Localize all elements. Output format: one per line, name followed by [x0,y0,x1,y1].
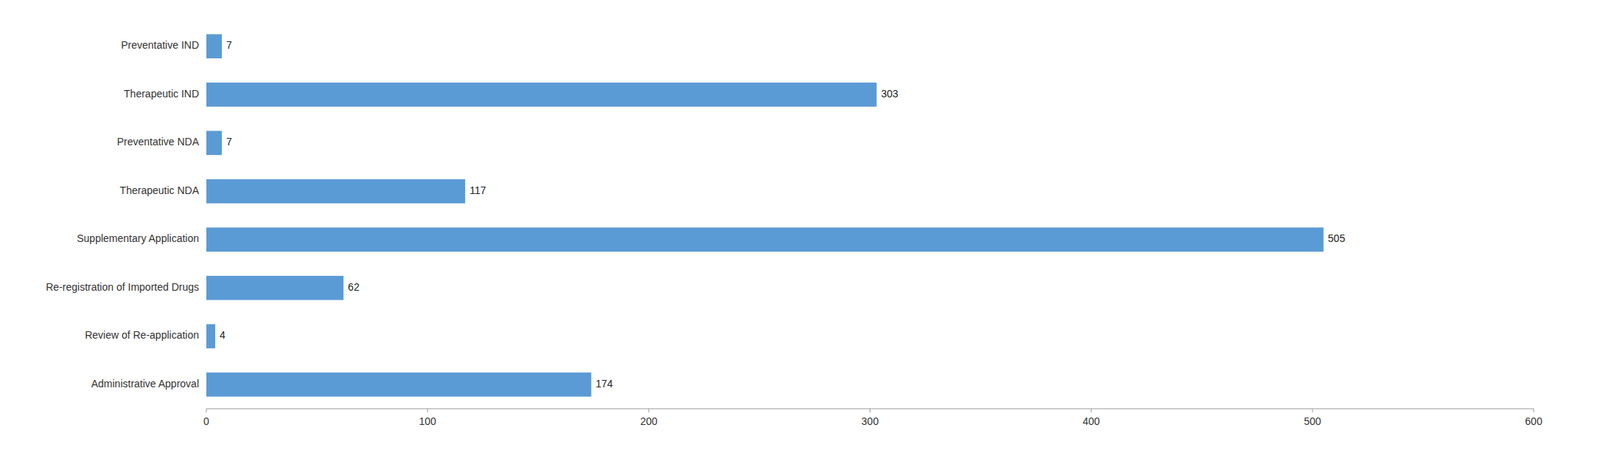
category-label: Review of Re-application [84,328,199,341]
category-label: Re-registration of Imported Drugs [45,280,199,293]
y-axis: Administrative Approval Review of Re-appl… [45,39,199,390]
tick-mark [1533,408,1535,412]
chart: 174 4 62 505 117 7 303 7 Administrative Approval… [0,0,1600,453]
data-label: 7 [226,135,233,148]
tick-mark [869,408,871,412]
x-axis: 0 100 200 300 400 500 600 [203,408,1543,427]
bar [206,323,216,348]
data-label: 117 [469,184,487,197]
data-label: 505 [1328,232,1346,244]
bar [206,372,592,397]
data-labels: 174 4 62 505 117 7 303 7 [219,39,1346,390]
bar [206,275,344,300]
category-label: Preventative NDA [117,135,200,148]
tick-label: 300 [861,414,880,427]
tick-label: 400 [1082,414,1101,427]
tick-label: 600 [1524,414,1543,427]
tick-mark [427,408,429,412]
data-label: 62 [347,280,360,293]
bar [206,82,878,107]
data-label: 4 [219,328,226,341]
category-label: Administrative Approval [91,377,199,390]
bars [206,33,1324,396]
tick-label: 500 [1303,414,1322,427]
tick-mark [648,408,650,412]
category-label: Therapeutic IND [123,87,199,100]
tick-mark [206,408,208,412]
bar [206,226,1324,252]
tick-label: 200 [640,414,659,427]
tick-mark [1090,408,1092,412]
bar [206,33,222,59]
category-label: Supplementary Application [76,232,199,244]
bar [206,130,222,155]
tick-mark [1311,408,1313,412]
data-label: 303 [881,87,900,100]
bar [206,179,466,204]
data-label: 174 [595,377,614,390]
category-label: Preventative IND [120,39,199,51]
category-label: Therapeutic NDA [120,184,200,197]
data-label: 7 [226,39,233,51]
tick-label: 0 [203,414,210,427]
chart-container: 174 4 62 505 117 7 303 7 Administrative Approval… [0,0,1600,453]
tick-label: 100 [418,414,437,427]
